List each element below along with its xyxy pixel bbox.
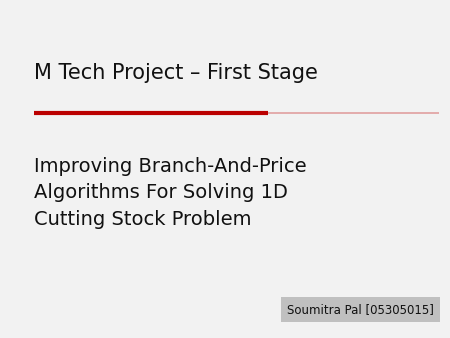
Text: Improving Branch-And-Price
Algorithms For Solving 1D
Cutting Stock Problem: Improving Branch-And-Price Algorithms Fo…: [34, 156, 306, 229]
Text: Soumitra Pal [05305015]: Soumitra Pal [05305015]: [288, 303, 434, 316]
Text: M Tech Project – First Stage: M Tech Project – First Stage: [34, 63, 318, 83]
